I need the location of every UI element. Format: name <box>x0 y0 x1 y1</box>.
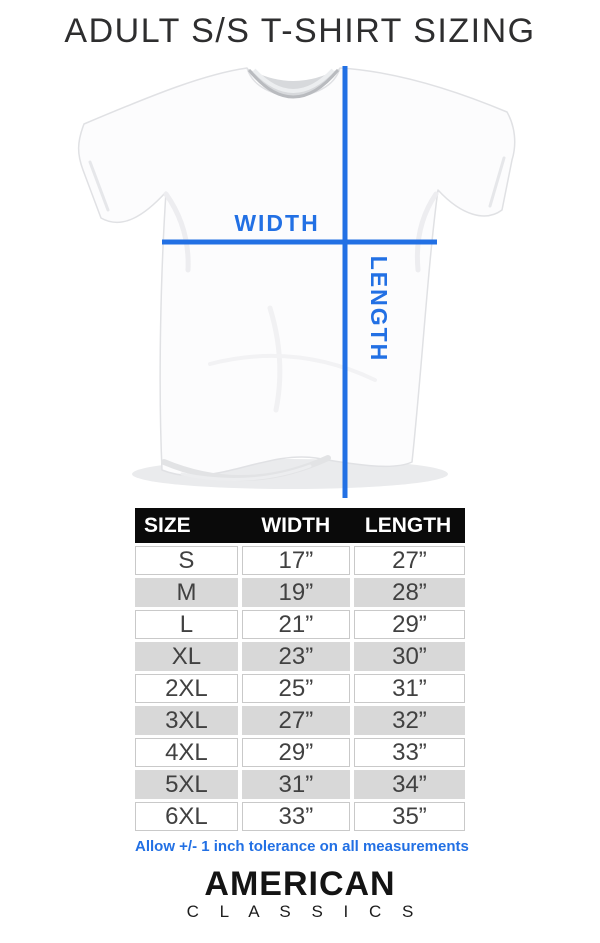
length-cell: 28” <box>353 578 465 607</box>
length-cell: 34” <box>353 770 465 799</box>
header-size: SIZE <box>144 513 191 537</box>
length-label: LENGTH <box>366 256 392 363</box>
size-cell: S <box>135 546 238 575</box>
width-cell: 29” <box>241 738 350 767</box>
width-label: WIDTH <box>234 210 319 236</box>
length-cell: 30” <box>353 642 465 671</box>
size-table-body: S 17” 27” M 19” 28” L 21” 29” XL 23” 30”… <box>135 546 465 831</box>
length-cell: 32” <box>353 706 465 735</box>
size-cell: L <box>135 610 238 639</box>
size-cell: M <box>135 578 238 607</box>
size-cell: 3XL <box>135 706 238 735</box>
width-cell: 21” <box>241 610 350 639</box>
tshirt-measurement-diagram: WIDTH LENGTH <box>70 58 530 504</box>
size-cell: 6XL <box>135 802 238 831</box>
width-cell: 27” <box>241 706 350 735</box>
size-cell: 4XL <box>135 738 238 767</box>
brand-logo: AMERICAN C L A S S I C S <box>0 866 600 921</box>
brand-name: AMERICAN <box>204 865 396 903</box>
length-cell: 35” <box>353 802 465 831</box>
size-cell: 5XL <box>135 770 238 799</box>
width-cell: 19” <box>241 578 350 607</box>
length-cell: 33” <box>353 738 465 767</box>
width-cell: 25” <box>241 674 350 703</box>
length-cell: 31” <box>353 674 465 703</box>
width-cell: 17” <box>241 546 350 575</box>
header-width: WIDTH <box>261 513 331 537</box>
page-title: ADULT S/S T-SHIRT SIZING <box>64 12 536 50</box>
size-cell: 2XL <box>135 674 238 703</box>
fabric-wrinkles <box>88 156 506 481</box>
size-table-header: SIZE WIDTH LENGTH <box>135 508 465 543</box>
tshirt-illustration: WIDTH LENGTH <box>77 66 516 498</box>
header-length: LENGTH <box>364 513 452 537</box>
tshirt-body <box>77 67 516 477</box>
collar <box>247 68 340 99</box>
width-cell: 33” <box>241 802 350 831</box>
length-cell: 27” <box>353 546 465 575</box>
size-table: SIZE WIDTH LENGTH S 17” 27” M 19” 28” L … <box>135 508 465 831</box>
width-cell: 23” <box>241 642 350 671</box>
length-cell: 29” <box>353 610 465 639</box>
size-cell: XL <box>135 642 238 671</box>
width-cell: 31” <box>241 770 350 799</box>
tolerance-note: Allow +/- 1 inch tolerance on all measur… <box>135 838 469 855</box>
brand-subname: C L A S S I C S <box>186 902 422 921</box>
